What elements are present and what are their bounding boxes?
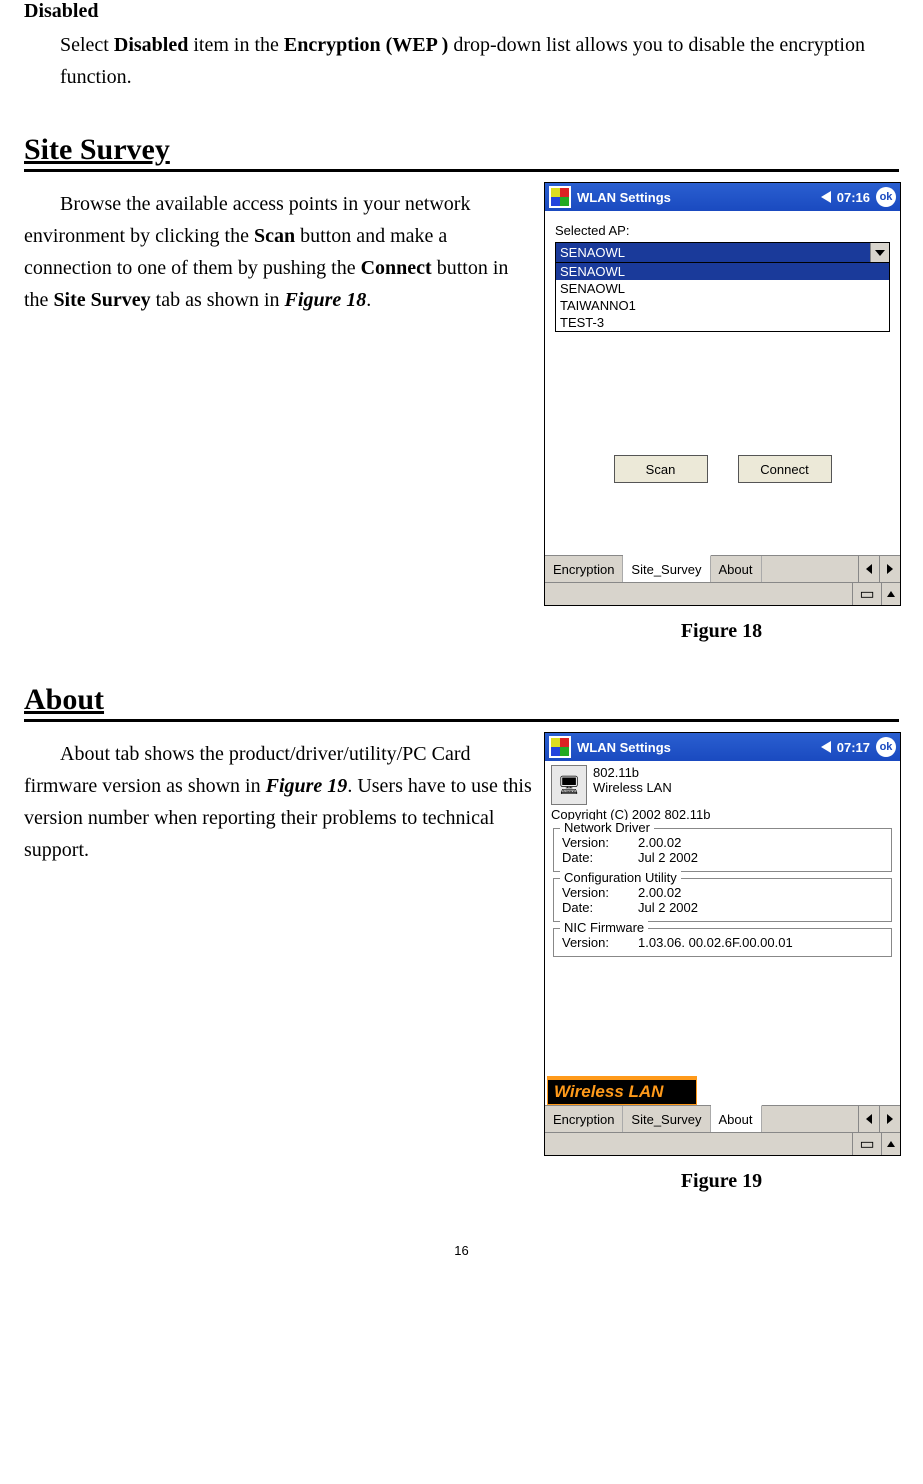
tab-scroll-right-icon[interactable] xyxy=(879,1106,900,1132)
text-bold: Encryption (WEP ) xyxy=(284,34,448,56)
list-item[interactable]: TEST-3 xyxy=(556,314,889,331)
label: Version: xyxy=(562,885,620,900)
titlebar: WLAN Settings 07:17 ok xyxy=(545,733,900,761)
ap-combo-value: SENAOWL xyxy=(556,243,870,262)
sip-arrow-icon[interactable] xyxy=(881,583,900,605)
tab-strip: Encryption Site_Survey About xyxy=(545,1105,900,1132)
text: Select xyxy=(60,34,114,56)
tab-about[interactable]: About xyxy=(711,1105,762,1132)
text-bold-italic: Figure 19 xyxy=(266,775,348,797)
text-bold: Scan xyxy=(254,225,295,247)
figure18-caption: Figure 18 xyxy=(544,620,899,643)
value: Jul 2 2002 xyxy=(638,850,698,865)
disabled-paragraph: Select Disabled item in the Encryption (… xyxy=(60,29,899,93)
label: Version: xyxy=(562,935,620,950)
selected-ap-label: Selected AP: xyxy=(555,223,890,238)
text-bold: Disabled xyxy=(114,34,188,56)
tab-about[interactable]: About xyxy=(711,556,762,582)
sip-keyboard-icon[interactable]: ▭ xyxy=(852,1133,881,1155)
clock: 07:16 xyxy=(837,190,870,205)
product-name-line1: 802.11b xyxy=(593,765,672,780)
figure19-screenshot: WLAN Settings 07:17 ok 🖥 802.11b Wireles… xyxy=(544,732,901,1156)
figure18-screenshot: WLAN Settings 07:16 ok Selected AP: SENA… xyxy=(544,182,901,606)
about-heading: About xyxy=(24,683,899,722)
tab-site-survey[interactable]: Site_Survey xyxy=(623,1106,710,1132)
scan-button[interactable]: Scan xyxy=(614,455,708,483)
tab-encryption[interactable]: Encryption xyxy=(545,556,623,582)
sip-keyboard-icon[interactable]: ▭ xyxy=(852,583,881,605)
product-name-line2: Wireless LAN xyxy=(593,780,672,795)
start-flag-icon[interactable] xyxy=(549,186,571,208)
tab-scroll-left-icon[interactable] xyxy=(858,556,879,582)
group-config-utility: Configuration Utility Version:2.00.02 Da… xyxy=(553,878,892,922)
connect-button[interactable]: Connect xyxy=(738,455,832,483)
list-item[interactable]: SENAOWL xyxy=(556,263,889,280)
chevron-down-icon[interactable] xyxy=(870,243,889,262)
ok-button[interactable]: ok xyxy=(876,187,896,207)
text-bold-italic: Figure 18 xyxy=(285,289,367,311)
wireless-lan-logo: Wireless LAN xyxy=(547,1076,697,1105)
label: Date: xyxy=(562,900,620,915)
speaker-icon[interactable] xyxy=(821,191,831,203)
group-network-driver: Network Driver Version:2.00.02 Date:Jul … xyxy=(553,828,892,872)
clock: 07:17 xyxy=(837,740,870,755)
group-title: Configuration Utility xyxy=(560,870,681,885)
value: 1.03.06. 00.02.6F.00.00.01 xyxy=(638,935,793,950)
bottom-bar: ▭ xyxy=(545,1132,900,1155)
titlebar: WLAN Settings 07:16 ok xyxy=(545,183,900,211)
list-item[interactable]: TAIWANNO1 xyxy=(556,297,889,314)
text: item in the xyxy=(188,34,284,56)
window-title: WLAN Settings xyxy=(577,190,815,205)
text-bold: Site Survey xyxy=(53,289,150,311)
page-number: 16 xyxy=(24,1243,899,1258)
tab-strip: Encryption Site_Survey About xyxy=(545,555,900,582)
value: Jul 2 2002 xyxy=(638,900,698,915)
list-item[interactable]: SENAOWL xyxy=(556,280,889,297)
tab-scroll-left-icon[interactable] xyxy=(858,1106,879,1132)
tab-site-survey[interactable]: Site_Survey xyxy=(623,555,710,582)
ok-button[interactable]: ok xyxy=(876,737,896,757)
disabled-heading: Disabled xyxy=(24,0,899,23)
text: . xyxy=(366,289,371,311)
tab-scroll-right-icon[interactable] xyxy=(879,556,900,582)
bottom-bar: ▭ xyxy=(545,582,900,605)
speaker-icon[interactable] xyxy=(821,741,831,753)
tab-encryption[interactable]: Encryption xyxy=(545,1106,623,1132)
figure19-caption: Figure 19 xyxy=(544,1170,899,1193)
value: 2.00.02 xyxy=(638,835,681,850)
value: 2.00.02 xyxy=(638,885,681,900)
window-title: WLAN Settings xyxy=(577,740,815,755)
about-text: About tab shows the product/driver/utili… xyxy=(24,732,534,866)
ap-list[interactable]: SENAOWL SENAOWL TAIWANNO1 TEST-3 xyxy=(555,263,890,332)
text-bold: Connect xyxy=(361,257,432,279)
start-flag-icon[interactable] xyxy=(549,736,571,758)
sip-arrow-icon[interactable] xyxy=(881,1133,900,1155)
group-title: NIC Firmware xyxy=(560,920,648,935)
site-survey-heading: Site Survey xyxy=(24,133,899,172)
label: Date: xyxy=(562,850,620,865)
group-title: Network Driver xyxy=(560,820,654,835)
product-icon: 🖥 xyxy=(551,765,587,805)
label: Version: xyxy=(562,835,620,850)
group-nic-firmware: NIC Firmware Version:1.03.06. 00.02.6F.0… xyxy=(553,928,892,957)
text: tab as shown in xyxy=(151,289,285,311)
ap-combo[interactable]: SENAOWL xyxy=(555,242,890,263)
site-survey-text: Browse the available access points in yo… xyxy=(24,182,534,316)
